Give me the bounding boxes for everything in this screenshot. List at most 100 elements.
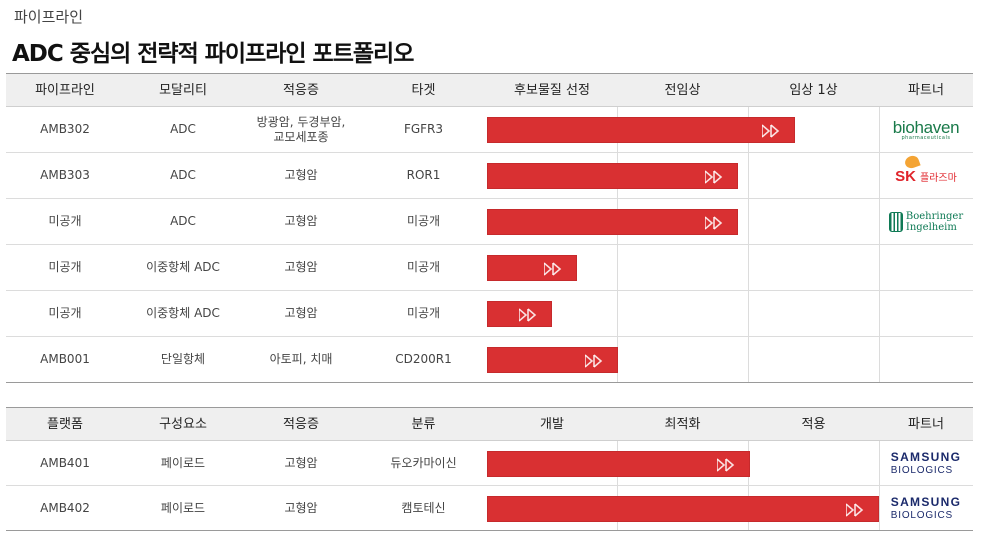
- pipeline-cell-modality: ADC: [170, 214, 196, 228]
- platform-cell-indication: 고형암: [284, 500, 318, 515]
- platform-cell-component: 페이로드: [160, 500, 206, 515]
- biohaven-wordmark: biohaven: [892, 118, 960, 137]
- platform-cell-category: 듀오카마이신: [390, 455, 457, 470]
- pipeline-cell-name: 미공개: [48, 260, 82, 274]
- partner-logo-boehringer: Boehringer Ingelheim: [879, 199, 973, 245]
- pipeline-cell-modality: ADC: [170, 122, 196, 136]
- pipeline-cell-target: 미공개: [406, 214, 441, 228]
- pipeline-header-0: 파이프라인: [35, 83, 95, 98]
- platform-header-7: 파트너: [908, 417, 944, 432]
- pipeline-progress-bar: [487, 347, 618, 373]
- samsung-subtext: BIOLOGICS: [890, 464, 953, 476]
- pipeline-progress-bar: [487, 163, 738, 189]
- partner-logo-samsung: SAMSUNG BIOLOGICS: [879, 486, 973, 531]
- pipeline-cell-target: 미공개: [406, 306, 441, 320]
- stage-divider: [617, 245, 618, 290]
- boehringer-logo: Boehringer Ingelheim: [888, 211, 963, 233]
- pipeline-cell-modality: 이중항체 ADC: [146, 260, 220, 274]
- boehringer-sub: Ingelheim: [905, 222, 957, 233]
- pipeline-cell-target: CD200R1: [395, 352, 452, 366]
- boehringer-text: Boehringer Ingelheim: [906, 211, 963, 233]
- platform-table: 플랫폼 구성요소 적응증 분류 개발 최적화 적용 파트너 AMB401 페이로드 고형암 듀오카마…: [6, 407, 973, 531]
- pipeline-cell-lines: 고형암: [284, 214, 317, 229]
- pipeline-row: 미공개 이중항체 ADC 고형암 미공개: [6, 291, 973, 337]
- pipeline-cell-name: 미공개: [48, 214, 82, 228]
- pipeline-row: 미공개 이중항체 ADC 고형암 미공개: [6, 245, 973, 291]
- progress-arrow-icon: [544, 262, 562, 276]
- pipeline-cell-line: 교모세포종: [273, 129, 329, 144]
- samsung-subtext: BIOLOGICS: [890, 509, 953, 521]
- partner-logo-biohaven: biohaven pharmaceuticals: [879, 107, 973, 153]
- pipeline-row: AMB302 ADC 방광암, 두경부암, 교모세포종 FGFR3 biohaven pha…: [6, 107, 973, 153]
- pipeline-cell-modality: 단일항체: [160, 352, 206, 366]
- pipeline-row: AMB001 단일항체 아토피, 치매 CD200R1: [6, 337, 973, 383]
- pipeline-cell-target: 미공개: [406, 260, 441, 274]
- stage-divider: [879, 291, 880, 336]
- progress-arrow-icon: [519, 308, 537, 322]
- platform-header-6: 적용: [801, 417, 826, 432]
- progress-arrow-icon: [705, 170, 723, 184]
- pipeline-header-2: 적응증: [283, 83, 319, 98]
- stage-divider: [748, 245, 749, 290]
- pipeline-cell-name: AMB303: [40, 168, 90, 182]
- platform-header-0: 플랫폼: [47, 417, 83, 432]
- pipeline-cell-lines: 고형암: [284, 260, 317, 275]
- pipeline-row: AMB303 ADC 고형암 ROR1 SK 플라즈마: [6, 153, 973, 199]
- pipeline-cell-name: AMB302: [40, 122, 90, 136]
- stage-divider: [748, 291, 749, 336]
- stage-divider: [879, 486, 880, 530]
- samsung-wordmark: SAMSUNG: [890, 494, 962, 509]
- stage-divider: [748, 199, 749, 244]
- pipeline-cell-target: FGFR3: [403, 122, 444, 136]
- platform-row: AMB402 페이로드 고형암 캠토테신 SAMSUNG BIOLOGICS: [6, 486, 973, 531]
- sk-subtext: 플라즈마: [920, 172, 957, 184]
- platform-cell-component: 페이로드: [160, 455, 206, 470]
- stage-divider: [879, 337, 880, 382]
- pipeline-cell-lines: 아토피, 치매: [270, 352, 333, 367]
- pipeline-cell-lines: 고형암: [284, 168, 317, 183]
- pipeline-row: 미공개 ADC 고형암 미공개 Boehringer Ingelheim: [6, 199, 973, 245]
- platform-table-header: 플랫폼 구성요소 적응증 분류 개발 최적화 적용 파트너: [6, 407, 973, 441]
- partner-logo-samsung: SAMSUNG BIOLOGICS: [879, 441, 973, 486]
- samsung-logo: SAMSUNG BIOLOGICS: [890, 494, 962, 522]
- pipeline-cell-indication: 고형암: [242, 153, 360, 198]
- pipeline-progress-bar: [487, 255, 577, 281]
- progress-arrow-icon: [585, 354, 603, 368]
- pipeline-cell-lines: 고형암: [284, 306, 317, 321]
- pipeline-cell-indication: 방광암, 두경부암, 교모세포종: [242, 107, 360, 152]
- progress-arrow-icon: [705, 216, 723, 230]
- pipeline-table: 파이프라인 모달리티 적응증 타겟 후보물질 선정 전임상 임상 1상 파트너 AMB302 A…: [6, 73, 973, 383]
- biohaven-logo: biohaven pharmaceuticals: [893, 119, 960, 141]
- platform-progress-bar: [487, 451, 750, 477]
- pipeline-cell-indication: 고형암: [242, 199, 360, 244]
- progress-arrow-icon: [717, 458, 735, 472]
- platform-cell-category: 캠토테신: [401, 500, 446, 515]
- pipeline-cell-line: 아토피, 치매: [269, 352, 333, 366]
- progress-arrow-icon: [762, 124, 780, 138]
- stage-divider: [748, 337, 749, 382]
- pipeline-progress-bar: [487, 209, 738, 235]
- progress-arrow-icon: [846, 503, 864, 517]
- boehringer-name: Boehringer: [905, 211, 964, 222]
- pipeline-header-4: 후보물질 선정: [514, 83, 590, 98]
- pipeline-table-header: 파이프라인 모달리티 적응증 타겟 후보물질 선정 전임상 임상 1상 파트너: [6, 73, 973, 107]
- pipeline-cell-name: AMB001: [40, 352, 90, 366]
- pipeline-header-3: 타겟: [411, 83, 436, 98]
- samsung-logo: SAMSUNG BIOLOGICS: [890, 449, 962, 477]
- stage-divider: [879, 107, 880, 152]
- stage-divider: [748, 153, 749, 198]
- stage-divider: [617, 291, 618, 336]
- stage-divider: [879, 153, 880, 198]
- pipeline-progress-bar: [487, 301, 552, 327]
- pipeline-cell-indication: 아토피, 치매: [242, 337, 360, 382]
- pipeline-header-7: 파트너: [908, 83, 944, 98]
- pipeline-header-1: 모달리티: [159, 83, 207, 98]
- partner-logo-sk: SK 플라즈마: [879, 153, 973, 199]
- samsung-wordmark: SAMSUNG: [890, 449, 962, 464]
- pipeline-cell-line: 방광암, 두경부암,: [256, 114, 346, 129]
- pipeline-cell-name: 미공개: [48, 306, 82, 320]
- platform-header-4: 개발: [540, 417, 564, 432]
- sk-logo: SK 플라즈마: [895, 153, 957, 185]
- platform-header-5: 최적화: [664, 417, 701, 432]
- pipeline-cell-lines: 방광암, 두경부암, 교모세포종: [257, 115, 346, 145]
